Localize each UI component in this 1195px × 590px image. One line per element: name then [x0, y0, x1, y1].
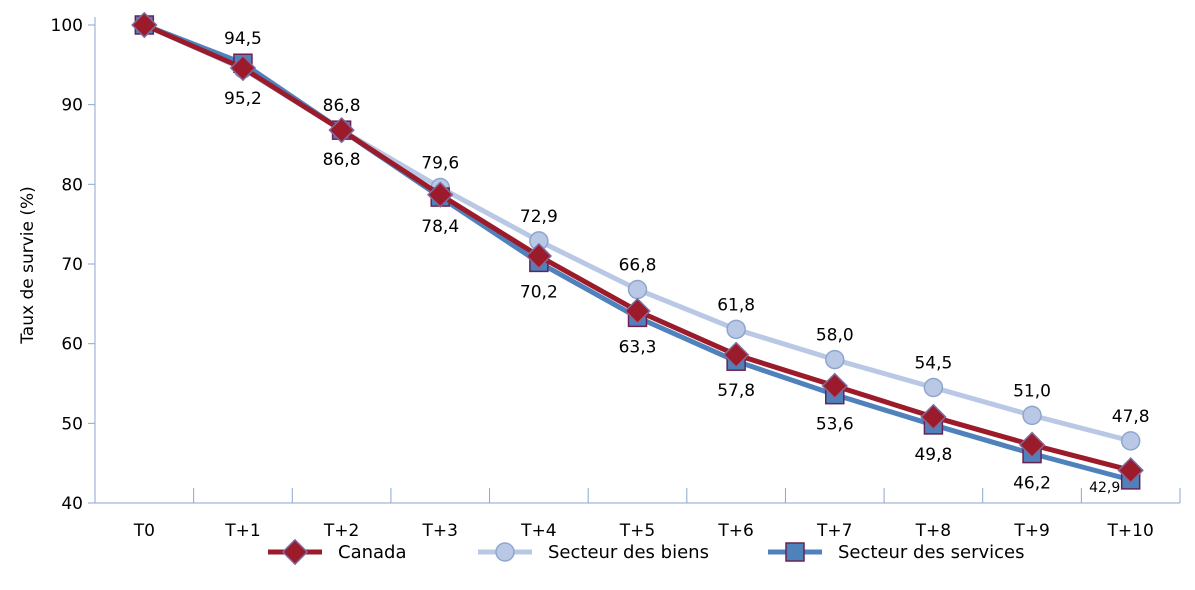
series-line: [143, 22, 1132, 483]
data-label-services: 78,4: [421, 217, 459, 237]
data-label-biens: 54,5: [914, 353, 952, 373]
x-tick-label: T+4: [520, 521, 556, 541]
marker-circle: [825, 349, 845, 370]
data-label-biens: 94,5: [224, 29, 262, 49]
data-label-services: 70,2: [520, 282, 558, 302]
marker-diamond: [821, 372, 848, 400]
data-label-services: 53,6: [816, 415, 854, 435]
data-label-biens: 58,0: [816, 326, 854, 346]
legend-item-secteur-des-biens: Secteur des biens: [478, 542, 709, 563]
marker-diamond: [920, 403, 947, 431]
data-label-biens: 51,0: [1013, 381, 1051, 401]
marker-circle: [923, 377, 944, 398]
marker-diamond: [1117, 457, 1144, 484]
legend-item-secteur-des-services: Secteur des services: [768, 542, 1025, 563]
x-tick-label: T+10: [1107, 521, 1154, 541]
y-tick-label: 60: [61, 335, 83, 355]
legend-label: Secteur des services: [838, 542, 1025, 563]
marker-circle: [495, 542, 515, 562]
axes: 40 50 60 70 80 90 100 T0 T+1 T+2 T+3 T+4 T+5 T+6 T+7 T+…: [51, 16, 1181, 541]
data-label-services: 57,8: [717, 381, 755, 401]
x-tick-label: T0: [133, 521, 155, 541]
data-labels-layer: 94,5 86,8 79,6 72,9 66,8 61,8 58,0 54,5 51,0 47,8…: [224, 29, 1150, 496]
x-tick-label: T+5: [619, 521, 655, 541]
legend-item-canada: Canada: [268, 538, 407, 566]
x-tick-label: T+7: [816, 521, 852, 541]
marker-circle: [1022, 405, 1042, 426]
series-secteur-des-services: [134, 15, 1141, 490]
x-tick-label: T+1: [224, 521, 260, 541]
marker-diamond: [624, 297, 651, 325]
data-label-services: 86,8: [323, 150, 361, 170]
x-tick-label: T+2: [323, 521, 359, 541]
data-label-services: 95,2: [224, 89, 262, 109]
y-axis-label: Taux de survie (%): [18, 186, 38, 345]
marker-diamond: [427, 181, 454, 208]
y-tick-label: 80: [61, 175, 83, 195]
data-label-services: 63,3: [619, 337, 657, 357]
data-label-services: 49,8: [914, 445, 952, 465]
marker-diamond: [1018, 431, 1046, 459]
marker-diamond: [229, 54, 257, 82]
x-tick-label: T+8: [915, 521, 951, 541]
data-label-biens: 86,8: [323, 96, 361, 116]
marker-diamond: [328, 116, 355, 144]
x-tick-label: T+9: [1013, 521, 1049, 541]
legend-label: Canada: [338, 542, 407, 563]
marker-diamond: [525, 242, 553, 270]
marker-square: [785, 542, 805, 562]
marker-diamond: [131, 11, 158, 39]
series-line: [143, 22, 1132, 444]
data-label-biens: 66,8: [619, 255, 657, 275]
data-label-biens: 72,9: [520, 207, 558, 227]
y-tick-label: 40: [61, 494, 83, 514]
data-label-biens: 79,6: [421, 154, 459, 174]
legend: Canada Secteur des biens Secteur des servi…: [268, 538, 1025, 566]
marker-diamond: [281, 538, 309, 566]
marker-circle: [627, 279, 648, 300]
series-secteur-des-biens: [134, 15, 1141, 451]
y-tick-label: 100: [51, 16, 83, 36]
series-layer: [131, 11, 1144, 490]
x-tick-label: T+3: [422, 521, 458, 541]
data-label-services: 46,2: [1013, 474, 1051, 494]
data-label-biens: 61,8: [717, 295, 755, 315]
y-tick-label: 70: [61, 255, 83, 275]
x-tick-label: T+6: [717, 521, 753, 541]
series-canada: [131, 11, 1144, 484]
y-tick-label: 50: [61, 414, 83, 434]
data-label-biens: 47,8: [1112, 407, 1150, 427]
legend-label: Secteur des biens: [548, 542, 709, 563]
marker-diamond: [722, 341, 750, 369]
data-label-services: 42,9: [1089, 480, 1120, 496]
marker-circle: [726, 319, 746, 340]
y-tick-label: 90: [61, 96, 83, 116]
marker-circle: [1120, 431, 1141, 451]
